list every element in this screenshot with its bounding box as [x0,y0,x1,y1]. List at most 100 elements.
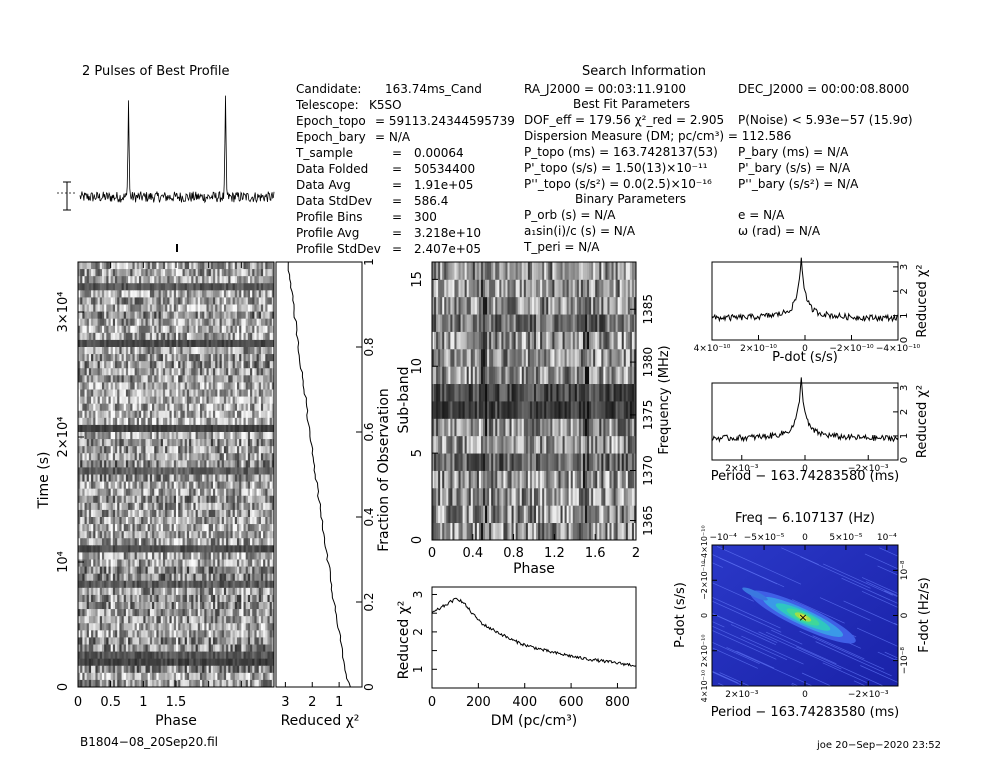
heatmap-cell [232,304,236,312]
epoch-bary-label: Epoch_bary [296,130,366,144]
pdd-bary-text: P''_bary (s/s²) = N/A [738,177,859,191]
heatmap-cell [199,283,203,291]
heatmap-cell [232,552,236,560]
heatmap-cell [271,481,275,490]
heatmap-cell [232,347,236,355]
heatmap-cell [158,495,162,504]
heatmap-cell [119,283,122,291]
heatmap-cell [234,566,238,575]
heatmap-cell [130,573,133,582]
heatmap-cell [213,524,216,532]
heatmap-cell [152,594,155,603]
heatmap-cell [145,580,149,589]
heatmap-cell [195,417,199,426]
heatmap-cell [226,481,229,490]
heatmap-cell [165,446,168,454]
heatmap-cell [182,432,186,440]
heatmap-cell [130,269,133,277]
heatmap-cell [130,552,133,560]
heatmap-cell [112,538,116,546]
heatmap-cell [228,580,231,589]
heatmap-cell [186,538,190,546]
heatmap-cell [152,368,155,376]
heatmap-cell [217,375,220,383]
heatmap-cell [136,290,140,298]
heatmap-cell [232,446,236,454]
heatmap-cell [189,495,192,504]
heatmap-cell [121,467,125,475]
heatmap-cell [160,382,164,390]
heatmap-cell [78,481,81,490]
heatmap-cell [123,339,127,348]
heatmap-cell [191,616,194,624]
heatmap-cell [160,354,164,362]
heatmap-cell [152,488,155,497]
heatmap-cell [254,396,257,405]
heatmap-cell [108,410,112,419]
heatmap-cell [138,439,142,447]
heatmap-cell [132,580,136,589]
heatmap-cell [184,339,188,348]
heatmap-cell [243,531,247,539]
heatmap-cell [230,531,234,539]
heatmap-cell [82,623,85,631]
heatmap-cell [158,375,162,383]
heatmap-cell [180,410,183,419]
heatmap-cell [134,502,138,511]
heatmap-cell [160,594,164,603]
heatmap-cell [132,594,136,603]
heatmap-cell [119,587,122,596]
heatmap-cell [180,368,183,376]
heatmap-cell [156,276,159,284]
heatmap-cell [223,460,227,468]
heatmap-cell [97,559,101,567]
heatmap-cell [186,616,190,624]
heatmap-cell [208,361,212,369]
profile-title: 2 Pulses of Best Profile [82,64,230,79]
heatmap-cell [108,417,112,426]
heatmap-cell [171,623,175,631]
heatmap-cell [199,474,203,482]
heatmap-cell [171,488,175,497]
heatmap-cell [86,559,90,567]
heatmap-cell [156,453,159,461]
heatmap-cell [123,580,127,589]
heatmap-cell [152,410,155,419]
heatmap-cell [193,502,196,511]
heatmap-cell [215,559,218,567]
heatmap-cell [267,403,271,412]
heatmap-cell [204,283,207,291]
heatmap-cell [160,609,164,617]
heatmap-cell [260,616,264,624]
heatmap-cell [271,332,275,341]
heatmap-cell [241,573,244,582]
heatmap-cell [206,361,210,369]
heatmap-cell [215,474,218,482]
heatmap-cell [182,403,186,412]
heatmap-cell [210,495,214,504]
heatmap-cell [250,531,253,539]
heatmap-cell [97,332,101,341]
heatmap-cell [93,552,96,560]
heatmap-cell [130,424,133,433]
heatmap-cell [108,354,112,362]
heatmap-cell [208,439,212,447]
heatmap-cell [186,587,190,596]
heatmap-cell [213,517,216,525]
candidate-value: 163.74ms_Cand [385,82,482,96]
heatmap-cell [208,587,212,596]
heatmap-cell [145,325,149,334]
heatmap-cell [145,283,149,291]
heatmap-cell [141,531,144,539]
heatmap-cell [171,580,175,589]
heatmap-cell [213,311,216,320]
heatmap-cell [210,332,214,341]
heatmap-cell [184,424,188,433]
heatmap-cell [219,630,223,638]
heatmap-cell [93,616,96,624]
heatmap-cell [84,424,88,433]
heatmap-cell [160,403,164,412]
heatmap-cell [208,552,212,560]
heatmap-cell [228,502,231,511]
heatmap-cell [99,552,103,560]
